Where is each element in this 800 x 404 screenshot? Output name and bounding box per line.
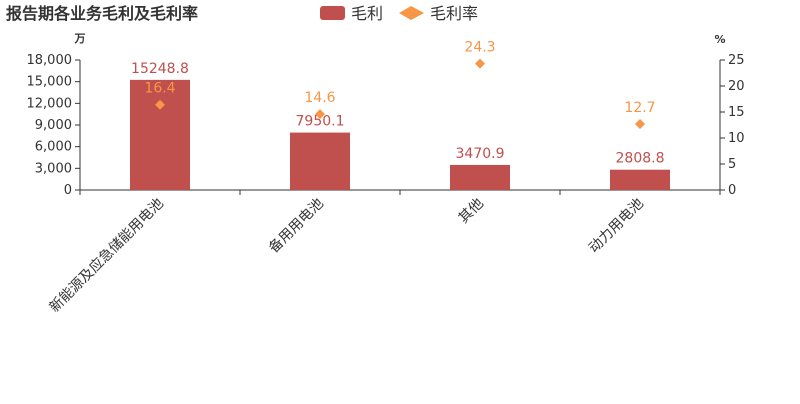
y2-tick-label: 15 — [728, 105, 745, 120]
legend-swatch — [399, 6, 425, 20]
bar-label: 3470.9 — [456, 146, 505, 162]
y2-tick-label: 0 — [728, 183, 736, 198]
y-tick-label: 0 — [64, 183, 72, 198]
bar-label: 2808.8 — [616, 151, 665, 167]
y-tick-label: 6,000 — [35, 140, 72, 155]
point-label: 16.4 — [144, 81, 175, 97]
marker — [475, 58, 485, 69]
y2-tick-label: 25 — [728, 53, 745, 68]
bar-label: 15248.8 — [131, 61, 189, 77]
bar — [290, 132, 350, 190]
legend-swatch — [320, 6, 345, 20]
x-tick-label: 动力用电池 — [586, 196, 647, 257]
y2-tick-label: 5 — [728, 157, 736, 172]
point-label: 12.7 — [624, 100, 655, 116]
point-label: 14.6 — [304, 90, 335, 106]
marker — [315, 109, 325, 120]
y2-unit: % — [714, 33, 725, 46]
y2-tick-label: 20 — [728, 79, 745, 94]
legend-label: 毛利率 — [430, 4, 478, 23]
legend-label: 毛利 — [351, 4, 383, 23]
x-tick-label: 其他 — [456, 196, 487, 227]
bar — [130, 79, 190, 190]
y-tick-label: 9,000 — [35, 118, 72, 133]
x-tick-label: 备用用电池 — [265, 195, 327, 257]
bar-label: 7950.1 — [296, 114, 345, 130]
marker — [635, 118, 645, 129]
y-tick-label: 12,000 — [27, 96, 73, 111]
point-label: 24.3 — [464, 40, 495, 56]
y-tick-label: 15,000 — [27, 75, 73, 90]
y-tick-label: 18,000 — [27, 53, 73, 68]
y-tick-label: 3,000 — [35, 161, 72, 176]
chart-title: 报告期各业务毛利及毛利率 — [6, 4, 198, 23]
marker — [155, 99, 165, 110]
x-tick-label: 新能源及应急储能用电池 — [46, 195, 167, 316]
bar — [610, 169, 670, 190]
bar — [450, 164, 510, 190]
y-unit: 万 — [74, 32, 86, 45]
y2-tick-label: 10 — [728, 131, 745, 146]
